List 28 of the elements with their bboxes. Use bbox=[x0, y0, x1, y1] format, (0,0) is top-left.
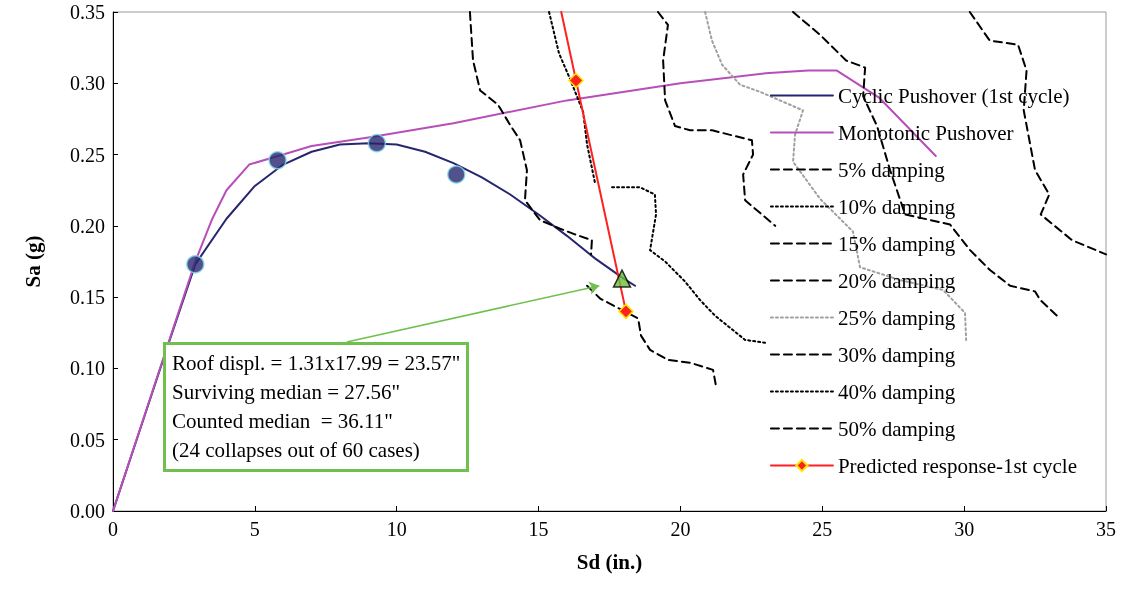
y-tick-label: 0.00 bbox=[70, 500, 105, 522]
y-tick-label: 0.15 bbox=[70, 286, 105, 309]
y-tick-label: 0.10 bbox=[70, 357, 105, 380]
legend-label: 30% damping bbox=[837, 342, 956, 367]
y-axis-title: Sa (g) bbox=[20, 235, 45, 288]
legend-label: 25% damping bbox=[837, 305, 956, 330]
legend-label: 5% damping bbox=[837, 157, 946, 182]
y-tick-label: 0.05 bbox=[70, 428, 105, 451]
x-axis-title: Sd (in.) bbox=[576, 549, 643, 574]
legend-label: 15% damping bbox=[837, 231, 956, 256]
legend-label: 20% damping bbox=[837, 268, 956, 293]
x-tick-label: 0 bbox=[108, 518, 118, 540]
x-tick-label: 30 bbox=[954, 518, 975, 540]
x-tick-label: 25 bbox=[812, 518, 833, 540]
legend-label: 50% damping bbox=[837, 416, 956, 441]
legend-label: 40% damping bbox=[837, 379, 956, 404]
x-tick-label: 5 bbox=[249, 518, 260, 540]
x-tick-label: 20 bbox=[670, 518, 691, 540]
legend-label: 10% damping bbox=[837, 194, 956, 219]
x-tick-label: 35 bbox=[1096, 518, 1116, 540]
y-tick-label: 0.25 bbox=[70, 143, 105, 166]
annotation: Roof displ. = 1.31x17.99 = 23.57" Surviving median = 27.56" Counted median = 36.11" (24 collapses out of 60 cases) bbox=[163, 342, 470, 472]
y-tick-label: 0.30 bbox=[70, 72, 105, 95]
legend-label: Predicted response-1st cycle bbox=[837, 453, 1078, 478]
x-tick-label: 15 bbox=[528, 518, 549, 540]
y-tick-label: 0.20 bbox=[70, 214, 105, 237]
y-tick-label: 0.35 bbox=[70, 1, 105, 23]
x-tick-label: 10 bbox=[386, 518, 407, 540]
